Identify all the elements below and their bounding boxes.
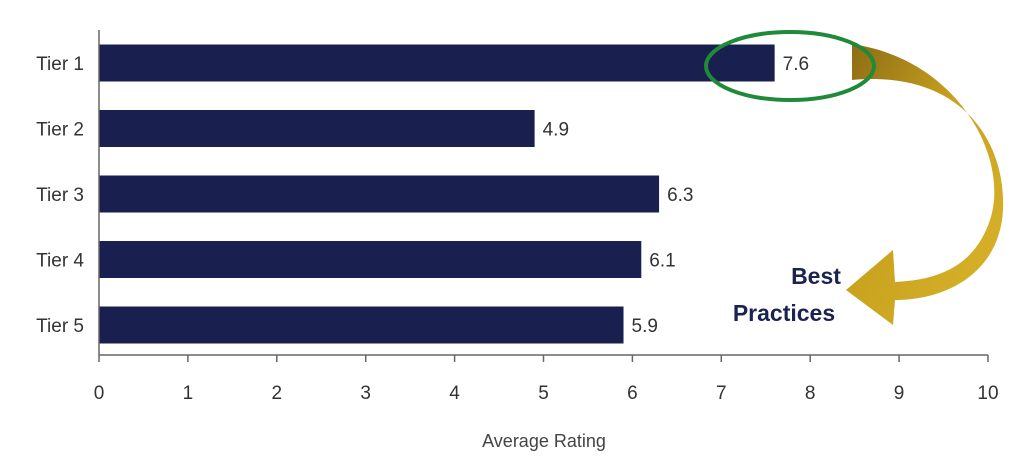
x-tick-label-10: 10 [977, 383, 998, 404]
bar-2 [99, 110, 535, 147]
category-label-2: Tier 2 [36, 120, 84, 141]
x-tick-label-3: 3 [360, 383, 371, 404]
bar-1 [99, 44, 775, 82]
x-tick-label-4: 4 [449, 383, 460, 404]
bar-5 [99, 306, 624, 344]
bar-4 [99, 241, 642, 278]
x-tick-label-9: 9 [894, 383, 905, 404]
value-label-4: 6.1 [649, 251, 675, 272]
value-label-2: 4.9 [543, 120, 569, 141]
category-label-1: Tier 1 [36, 54, 84, 75]
annotation-line-1: Best [791, 263, 841, 289]
value-label-5: 5.9 [632, 316, 658, 337]
best-practices-arrow [846, 44, 1004, 325]
value-label-1: 7.6 [783, 54, 809, 75]
bars-layer [99, 44, 775, 344]
x-tick-label-7: 7 [716, 383, 727, 404]
category-label-3: Tier 3 [36, 185, 84, 206]
x-axis-title: Average Rating [482, 431, 606, 451]
value-label-3: 6.3 [667, 185, 693, 206]
x-tick-label-1: 1 [183, 383, 194, 404]
x-tick-label-2: 2 [272, 383, 283, 404]
x-tick-label-5: 5 [538, 383, 549, 404]
highlight-ellipse [704, 30, 876, 102]
x-tick-label-0: 0 [94, 383, 105, 404]
annotation-line-2: Practices [733, 300, 835, 326]
category-label-5: Tier 5 [36, 316, 84, 337]
x-axis: 0 1 2 3 4 5 6 7 8 9 10 [94, 30, 999, 404]
category-label-4: Tier 4 [36, 251, 84, 272]
x-tick-label-8: 8 [805, 383, 816, 404]
bar-3 [99, 175, 660, 213]
labels-layer: 7.6 Tier 1 4.9 Tier 2 6.3 Tier 3 6.1 Tier 4 5.9 T… [36, 54, 809, 337]
x-tick-label-6: 6 [627, 383, 638, 404]
